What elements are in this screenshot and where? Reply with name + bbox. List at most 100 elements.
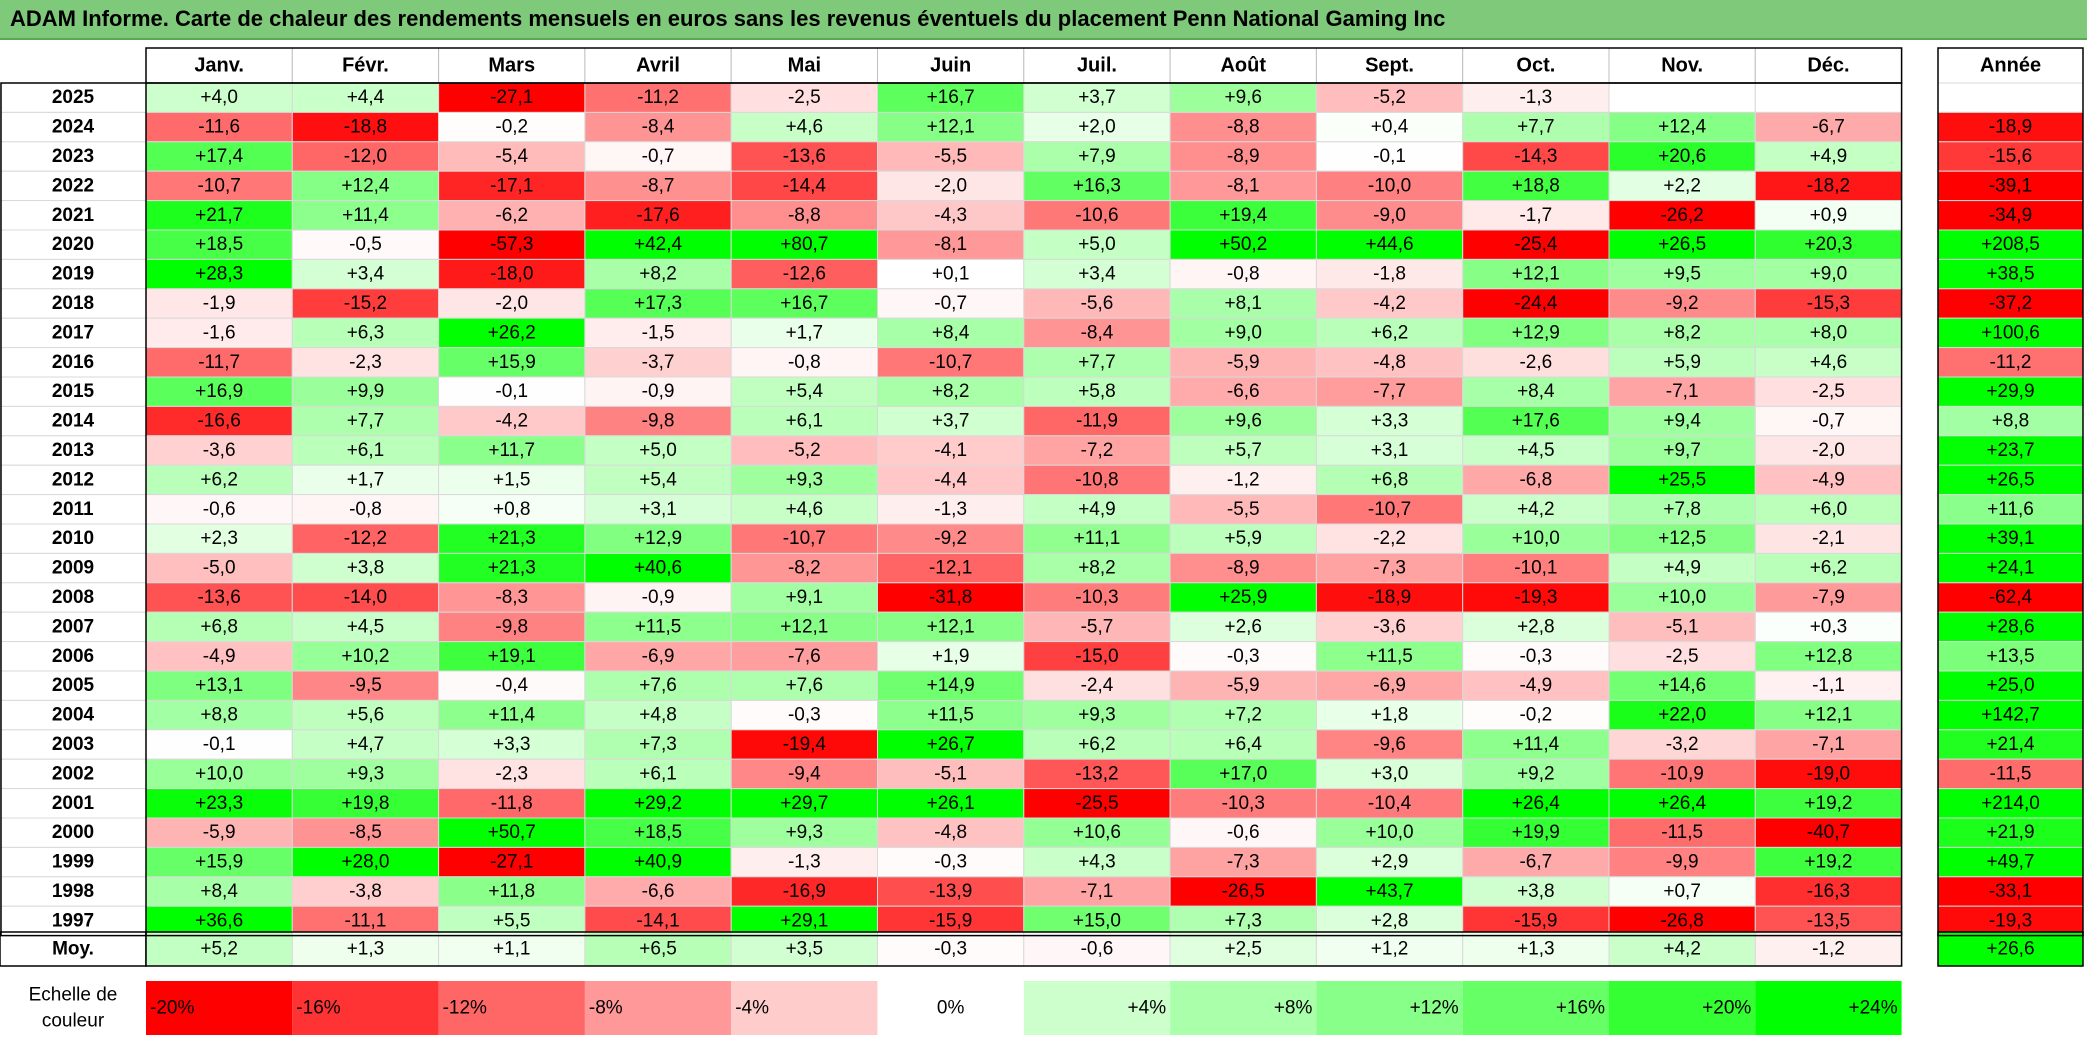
heatmap-cell-label: -5,1 [1666,616,1699,637]
heatmap-cell-label: +12,8 [1804,646,1852,667]
heatmap-cell-label: +16,9 [195,381,243,402]
heatmap-cell-label: +11,5 [1366,646,1413,667]
heatmap-cell-label: -3,7 [642,352,675,373]
heatmap-cell-label: -5,9 [1227,352,1260,373]
heatmap-cell [1608,82,1756,113]
color-scale-swatch [438,981,585,1035]
heatmap-cell-label: +12,9 [634,528,682,549]
heatmap-cell [1754,82,1903,113]
year-label: 2003 [52,734,94,755]
annual-cell-label: +49,7 [1986,852,2034,873]
heatmap-cell-label: +80,7 [780,234,828,255]
average-cell-label: -0,3 [934,939,967,960]
heatmap-cell-label: -0,7 [1812,411,1845,432]
heatmap-cell [438,523,586,554]
heatmap-cell-label: +11,5 [927,705,974,726]
year-cell [0,817,147,848]
heatmap-cell-label: -0,9 [642,587,675,608]
average-cell-label: +1,3 [347,939,385,960]
heatmap-cell-label: -0,3 [1227,646,1260,667]
heatmap-cell-label: +5,0 [639,440,677,461]
annual-cell [1937,905,2084,937]
heatmap-cell-label: +25,5 [1658,469,1706,490]
heatmap-cell [291,788,440,819]
average-cell-label: +1,1 [493,939,531,960]
heatmap-cell [1023,347,1171,378]
heatmap-cell [1754,758,1903,790]
annual-cell-label: +21,4 [1986,734,2035,755]
year-cell [0,200,147,231]
title-bar: ADAM Informe. Carte de chaleur des rende… [0,0,2087,40]
heatmap-cell [1315,905,1464,937]
heatmap-cell-label: -5,9 [1227,675,1260,696]
heatmap-cell-label: +8,0 [1810,322,1848,343]
heatmap-cell-label: -0,2 [1519,705,1552,726]
year-label: 2002 [52,763,94,784]
heatmap-cell-label: +7,6 [639,675,677,696]
heatmap-cell [1315,699,1464,731]
heatmap-cell-label: +20,3 [1804,234,1852,255]
heatmap-cell-label: -1,3 [934,499,967,520]
heatmap-cell-label: +16,7 [780,293,828,314]
heatmap-cell-label: -11,1 [344,910,386,931]
heatmap-cell-label: +7,8 [1663,499,1701,520]
heatmap-cell [877,200,1025,231]
annual-cell-label: +142,7 [1981,705,2040,726]
average-annual-label: +26,6 [1986,939,2034,960]
heatmap-cell-label: -3,6 [1373,616,1406,637]
heatmap-cell-label: -11,7 [198,352,240,373]
year-cell [0,229,147,260]
heatmap-cell-label: -26,2 [1660,205,1703,226]
heatmap-cell-label: +22,0 [1658,705,1706,726]
heatmap-cell [730,111,879,143]
heatmap-cell-label: +12,4 [1658,117,1707,138]
heatmap-cell-label: -26,8 [1660,910,1703,931]
heatmap-cell [438,200,586,231]
heatmap-cell-label: -9,9 [1666,852,1699,873]
heatmap-cell-label: +17,3 [634,293,682,314]
heatmap-cell-label: +12,9 [1512,322,1560,343]
heatmap-cell-label: +3,1 [1371,440,1409,461]
heatmap-cell-label: +3,0 [1371,763,1409,784]
annual-cell-label: +8,8 [1992,411,2030,432]
month-header-label: Août [1220,55,1266,77]
heatmap-cell [145,846,293,878]
color-scale-label: -12% [443,998,487,1019]
month-header-cell [291,47,440,84]
heatmap-cell-label: -24,4 [1514,293,1558,314]
heatmap-cell-label: +2,8 [1517,616,1555,637]
heatmap-cell-label: +44,6 [1366,234,1414,255]
heatmap-cell-label: -25,4 [1514,234,1558,255]
average-cell [1754,931,1903,967]
heatmap-cell [1023,523,1171,554]
heatmap-cell-label: -2,3 [349,352,382,373]
heatmap-cell [1754,258,1903,290]
heatmap-cell-label: -4,9 [1519,675,1552,696]
heatmap-cell [145,611,293,643]
annual-cell [1937,670,2084,701]
heatmap-cell [1462,317,1610,349]
heatmap-cell-label: +9,1 [786,587,824,608]
heatmap-cell-label: +4,6 [1810,352,1848,373]
heatmap-cell-label: +5,4 [786,381,824,402]
heatmap-cell-label: +21,7 [195,205,243,226]
heatmap-cell-label: +28,3 [195,264,243,285]
heatmap-cell-label: +11,4 [488,705,535,726]
heatmap-cell [1608,405,1756,437]
heatmap-cell-label: -7,1 [1081,881,1114,902]
heatmap-cell-label: +0,7 [1663,881,1701,902]
annual-cell-label: +24,1 [1986,558,2034,579]
heatmap-cell-label: -4,1 [934,440,967,461]
heatmap-cell [730,288,879,319]
annual-cell [1937,317,2084,349]
heatmap-cell-label: +19,1 [488,646,536,667]
heatmap-cell-label: -4,2 [495,411,528,432]
heatmap-cell-label: -25,5 [1075,793,1118,814]
color-scale-label: +8% [1274,998,1313,1019]
month-header-cell [1608,47,1756,84]
heatmap-cell-label: -5,5 [934,146,967,167]
heatmap-cell [730,229,879,260]
heatmap-cell-label: -5,9 [203,822,236,843]
heatmap-cell-label: -2,0 [1812,440,1845,461]
heatmap-cell [1315,347,1464,378]
